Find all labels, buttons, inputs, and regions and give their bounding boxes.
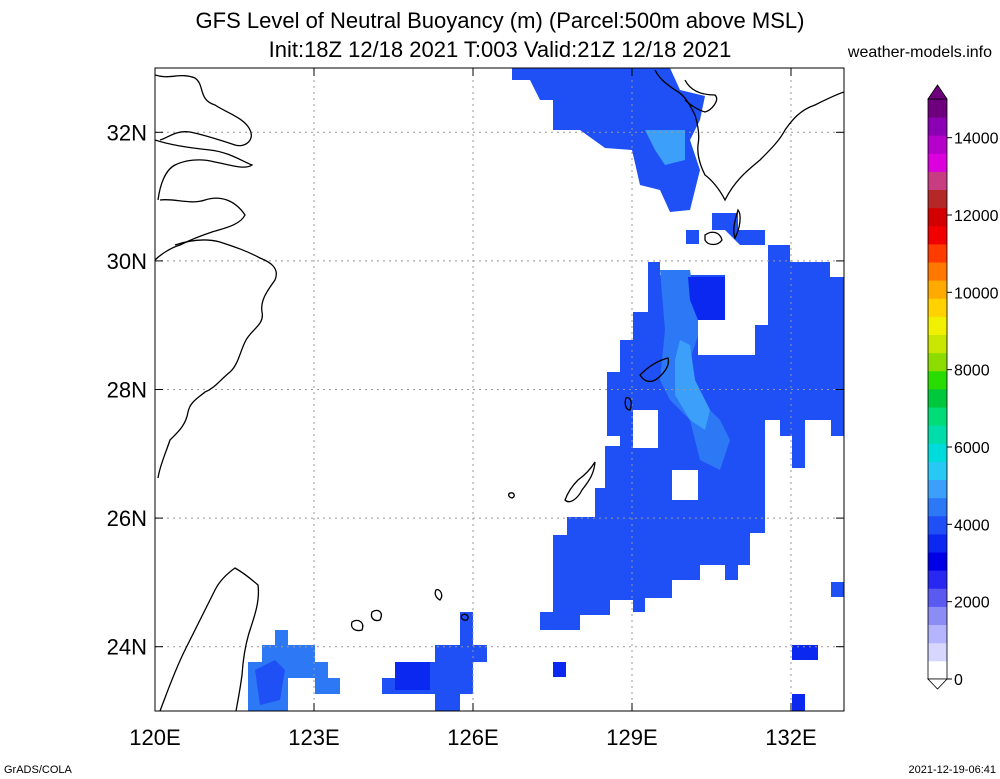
map-title: GFS Level of Neutral Buoyancy (m) (Parce… <box>195 8 805 33</box>
colorbar-swatch <box>928 461 947 481</box>
graticule <box>155 68 844 711</box>
colorbar-swatch <box>928 389 947 408</box>
lat-tick-label: 32N <box>107 120 147 145</box>
shading-ryukyu-light <box>675 340 710 430</box>
coast-tokunoshima <box>624 396 632 411</box>
shading-gap-3 <box>698 320 755 355</box>
colorbar-swatch <box>928 153 947 172</box>
colorbar-swatch <box>928 298 947 317</box>
shading-ryukyu-mid <box>660 270 730 470</box>
latitude-axis: 24N 26N 28N 30N 32N <box>107 120 844 660</box>
lon-tick-label: 132E <box>765 725 816 750</box>
colorbar-swatch <box>928 497 947 517</box>
coast-yakushima <box>704 231 723 246</box>
shading-cell-e3 <box>792 694 805 711</box>
colorbar-tick-label: 2000 <box>954 595 990 612</box>
shading-cell-island <box>686 230 699 244</box>
lon-tick-label: 129E <box>606 725 657 750</box>
colorbar-swatch <box>928 207 947 227</box>
coast-zhejiang <box>157 239 277 479</box>
coast-shanghai <box>155 197 246 261</box>
shading-cell-e4 <box>553 662 566 677</box>
shading-kyushu-region <box>512 68 705 212</box>
shading-cell-e2 <box>792 645 818 660</box>
colorbar-swatch <box>928 588 947 607</box>
coast-china-north <box>155 74 252 147</box>
footer-grads-credit: GrADS/COLA <box>4 764 72 776</box>
colorbar-swatch <box>928 225 947 245</box>
coast-ishigaki <box>370 609 382 622</box>
colorbar-swatch <box>928 370 947 390</box>
colorbar-swatch <box>928 534 947 553</box>
colorbar-swatch <box>928 425 947 444</box>
lon-tick-label: 123E <box>288 725 339 750</box>
coast-amami <box>639 357 670 383</box>
shading-kyushu-high <box>645 130 685 165</box>
lat-tick-label: 28N <box>107 378 147 403</box>
colorbar-swatch <box>928 479 947 499</box>
colorbar-swatch <box>928 624 947 644</box>
colorbar-swatch <box>928 280 947 299</box>
colorbar-swatch <box>928 135 947 154</box>
colorbar <box>927 84 948 690</box>
longitude-axis: 120E 123E 126E 129E 132E <box>129 68 817 750</box>
colorbar-tick-label: 6000 <box>954 440 990 457</box>
shading-tanegashima <box>712 213 765 245</box>
map-subtitle: Init:18Z 12/18 2021 T:003 Valid:21Z 12/1… <box>268 37 732 62</box>
coastlines <box>155 69 844 711</box>
colorbar-swatch <box>928 606 947 626</box>
shading-south-central-dark <box>395 662 430 690</box>
lat-tick-label: 24N <box>107 635 147 660</box>
colorbar-swatch <box>928 189 947 209</box>
colorbar-tick-label: 4000 <box>954 517 990 534</box>
colorbar-swatch <box>928 642 947 662</box>
coast-tanegashima <box>733 208 741 240</box>
colorbar-swatch <box>928 443 947 462</box>
colorbar-bottom-arrow <box>927 678 948 690</box>
colorbar-top-arrow <box>927 84 948 100</box>
lat-tick-label: 26N <box>107 506 147 531</box>
shading-southwest-mid <box>255 660 285 705</box>
colorbar-swatch <box>928 262 947 281</box>
colorbar-swatch <box>928 660 947 680</box>
coast-taiwan <box>159 567 260 711</box>
shading-cell-e1 <box>831 582 844 597</box>
shading-ryukyu-band <box>540 245 844 630</box>
shading-gap-2 <box>672 470 698 500</box>
site-credit: weather-models.info <box>847 44 992 61</box>
coast-yangtze <box>155 139 254 201</box>
colorbar-tick-label: 14000 <box>954 131 999 148</box>
colorbar-swatch <box>928 99 947 118</box>
lat-tick-label: 30N <box>107 249 147 274</box>
coast-kume <box>508 492 515 499</box>
colorbar-labels: 0 2000 4000 6000 8000 10000 12000 14000 <box>947 131 999 689</box>
coast-kyushu-west <box>684 79 718 113</box>
coast-okinawa <box>564 461 596 503</box>
colorbar-swatch <box>928 352 947 372</box>
coast-kyushu <box>654 69 844 202</box>
colorbar-swatch <box>928 316 947 336</box>
colorbar-tick-label: 12000 <box>954 208 999 225</box>
shading-ryukyu-dark <box>688 277 725 320</box>
colorbar-swatch <box>928 117 947 136</box>
coast-miyako <box>434 589 443 601</box>
colorbar-swatch <box>928 244 947 263</box>
coast-yonaguni <box>460 613 469 621</box>
footer-timestamp: 2021-12-19-06:41 <box>908 764 996 776</box>
colorbar-swatch <box>928 171 947 191</box>
coast-iriomote <box>350 619 364 632</box>
colorbar-tick-label: 0 <box>954 672 963 689</box>
colorbar-tick-label: 8000 <box>954 363 990 380</box>
lon-tick-label: 120E <box>129 725 180 750</box>
lon-tick-label: 126E <box>447 725 498 750</box>
colorbar-tick-label: 10000 <box>954 285 999 302</box>
shading-gap-1 <box>633 410 658 448</box>
colorbar-swatch <box>928 334 947 354</box>
colorbar-swatch <box>928 552 947 571</box>
colorbar-swatch <box>928 570 947 589</box>
buoyancy-shading <box>248 68 844 711</box>
colorbar-swatch <box>928 515 947 535</box>
colorbar-swatch <box>928 407 947 426</box>
